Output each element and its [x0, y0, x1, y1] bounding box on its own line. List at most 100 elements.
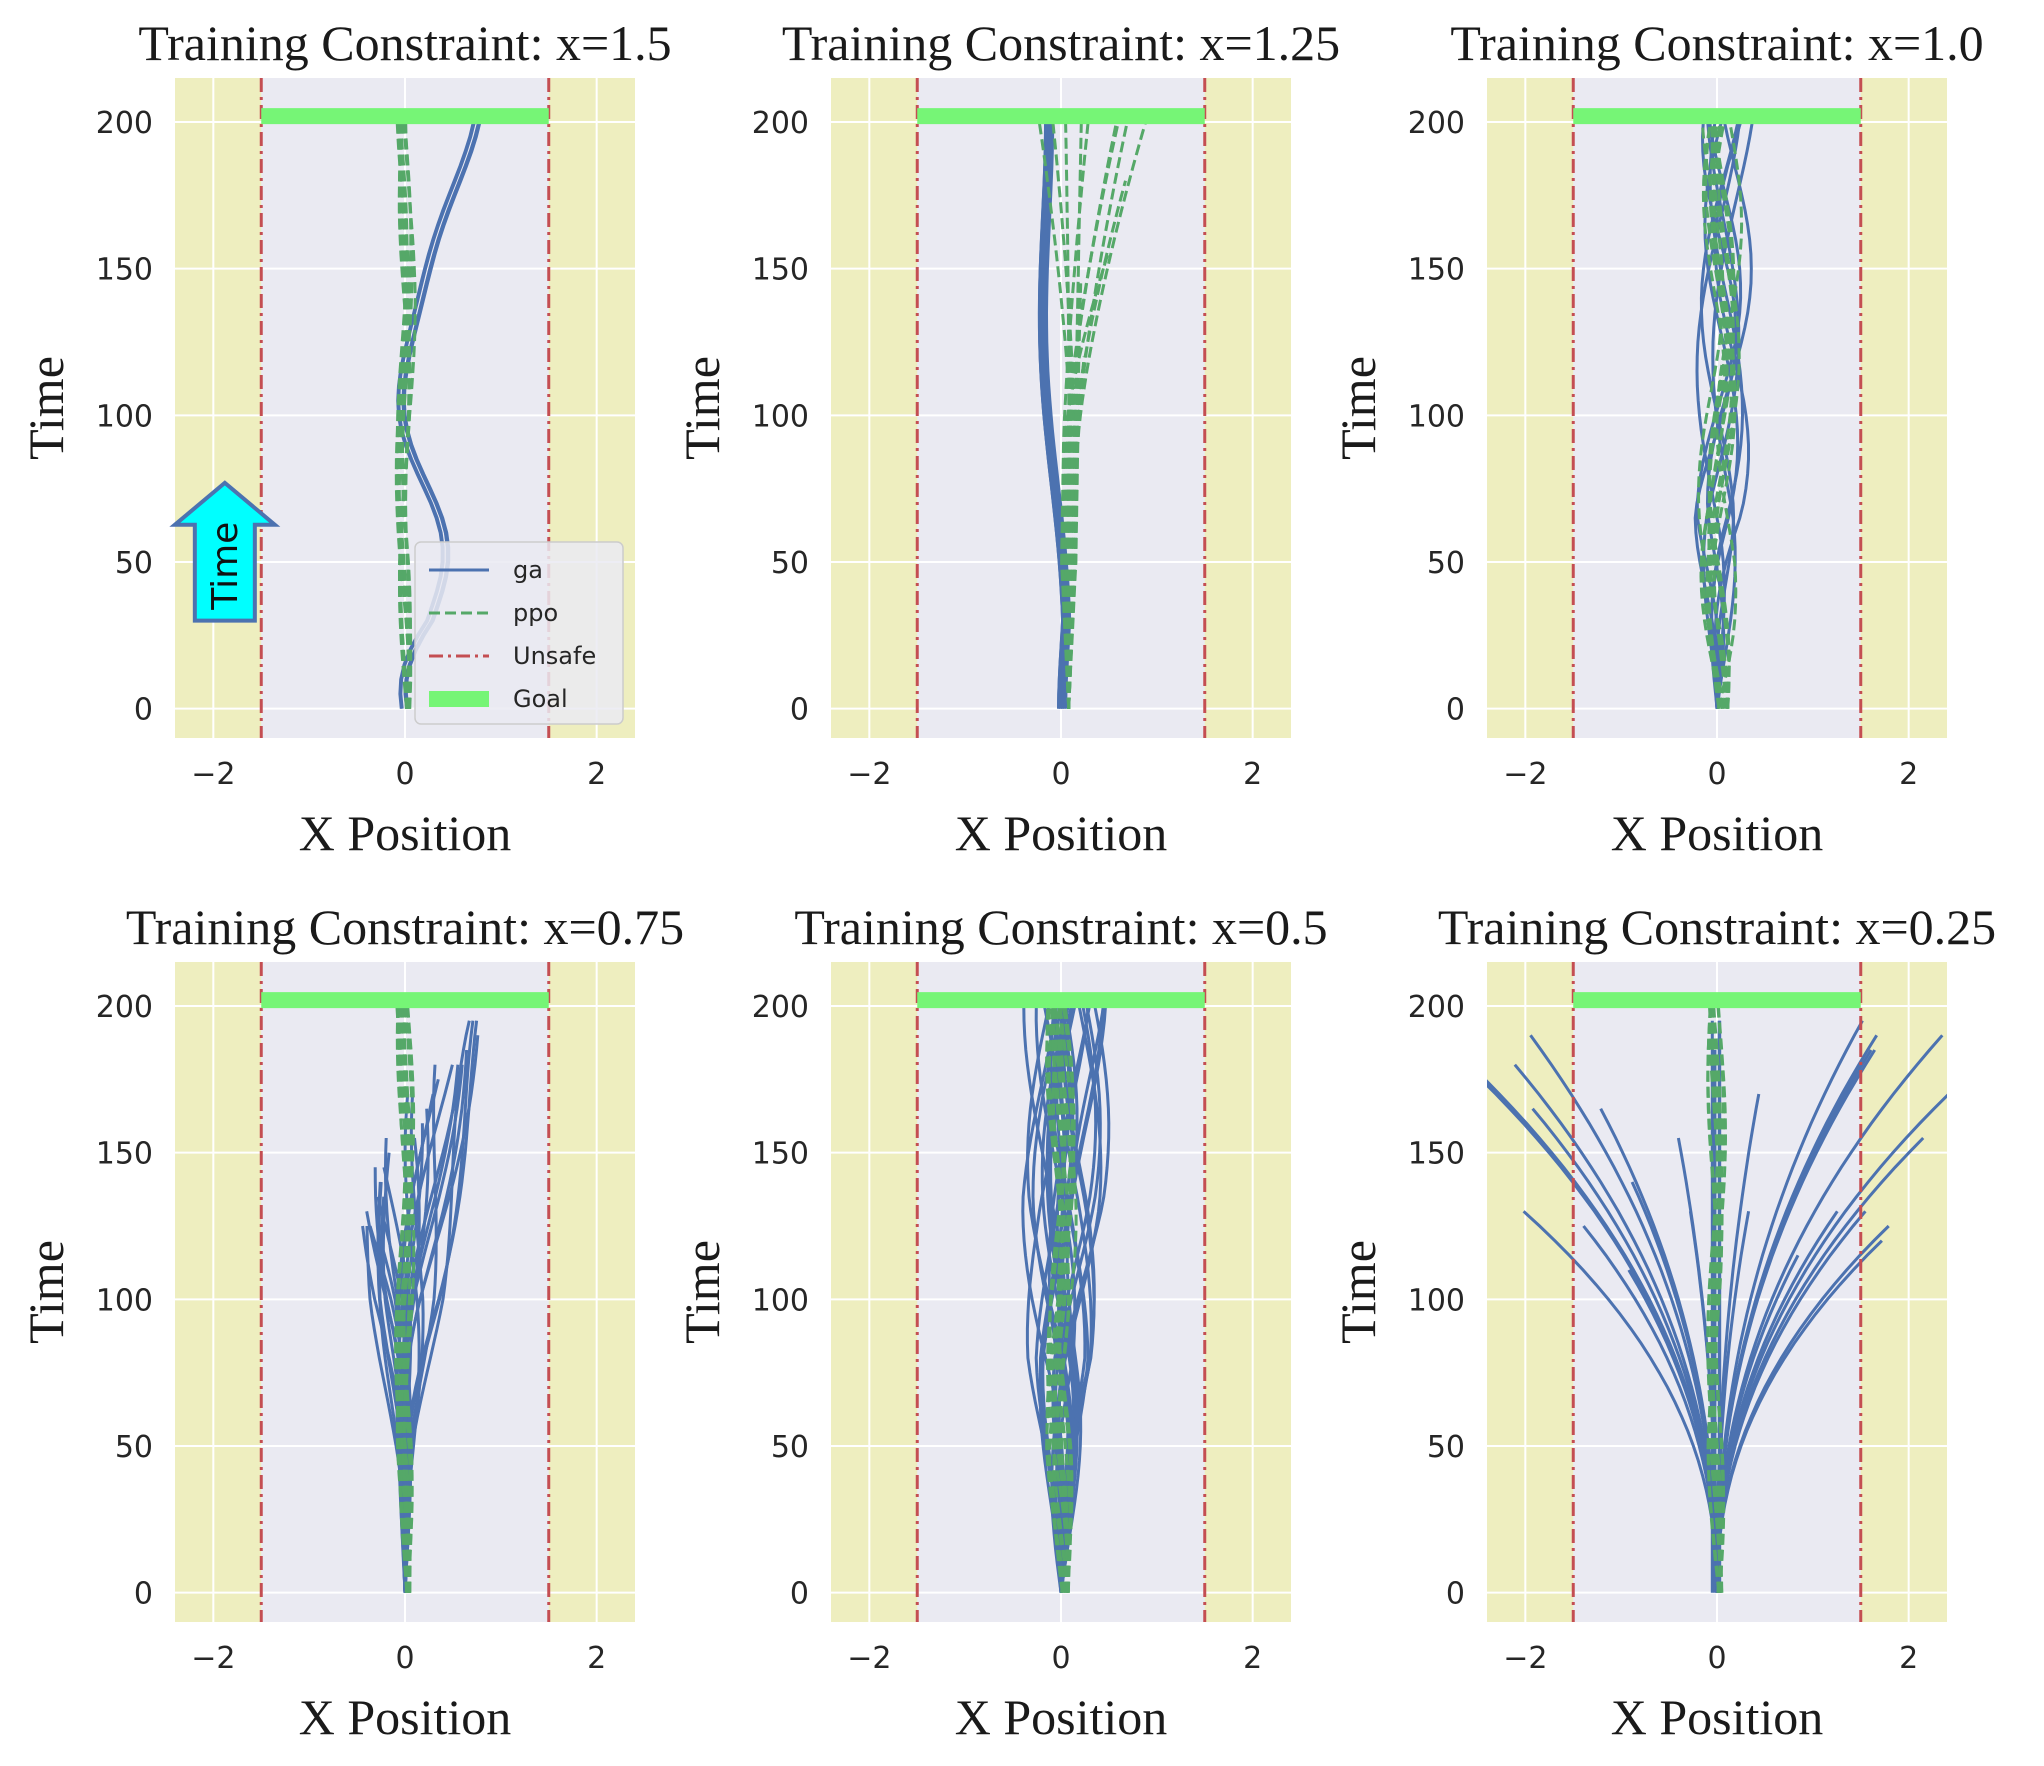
x-tick-label: 0	[395, 757, 414, 792]
subplot-4: −2 0 2 0 50 100 150 200 Training Constraint: x=0…	[18, 899, 684, 1745]
y-tick-label: 200	[96, 106, 153, 141]
x-tick-label: 2	[587, 1641, 606, 1676]
x-axis-label: X Position	[299, 805, 512, 861]
y-tick-label: 50	[771, 546, 809, 581]
ga-trajectory	[1708, 121, 1745, 709]
x-tick-label: −2	[847, 1641, 891, 1676]
y-tick-label: 50	[1427, 546, 1465, 581]
subplot-title: Training Constraint: x=0.25	[1438, 899, 1996, 955]
y-tick-label: 200	[1408, 990, 1465, 1025]
y-tick-label: 100	[1408, 399, 1465, 434]
y-tick-label: 50	[1427, 1430, 1465, 1465]
x-axis-label: X Position	[955, 805, 1168, 861]
y-tick-label: 150	[1408, 1137, 1465, 1172]
ppo-trajectory	[398, 1005, 412, 1593]
y-tick-label: 50	[115, 546, 153, 581]
x-tick-label: 0	[1051, 1641, 1070, 1676]
plot-area	[259, 78, 551, 738]
ppo-trajectory	[1712, 1005, 1725, 1593]
series-ppo	[1706, 1005, 1728, 1593]
y-tick-label: 200	[1408, 106, 1465, 141]
y-tick-label: 0	[134, 693, 153, 728]
plot-area	[1487, 962, 1947, 1622]
y-tick-label: 150	[96, 253, 153, 288]
series-ppo	[394, 1005, 416, 1593]
y-tick-label: 100	[752, 1283, 809, 1318]
y-axis-label: Time	[674, 356, 730, 460]
x-axis-label: X Position	[1611, 805, 1824, 861]
ppo-trajectory	[396, 1005, 411, 1593]
x-tick-label: −2	[191, 757, 235, 792]
subplot-title: Training Constraint: x=1.0	[1450, 15, 1983, 71]
subplot-title: Training Constraint: x=0.75	[126, 899, 684, 955]
y-axis-label: Time	[18, 1240, 74, 1344]
ppo-trajectory	[1051, 1005, 1071, 1593]
y-tick-label: 150	[752, 1137, 809, 1172]
ga-trajectory	[1529, 1034, 1719, 1593]
x-axis-label: X Position	[955, 1689, 1168, 1745]
x-tick-label: 0	[1707, 757, 1726, 792]
y-tick-label: 0	[1446, 693, 1465, 728]
legend-label-ppo: ppo	[513, 599, 558, 627]
y-tick-label: 200	[96, 990, 153, 1025]
ppo-trajectory	[1707, 121, 1736, 709]
y-tick-label: 150	[752, 253, 809, 288]
ppo-trajectory	[1701, 121, 1729, 709]
legend-label-goal: Goal	[513, 685, 568, 713]
x-axis-label: X Position	[1611, 1689, 1824, 1745]
subplot-title: Training Constraint: x=1.5	[138, 15, 671, 71]
y-axis-label: Time	[1330, 356, 1386, 460]
series-ppo	[394, 121, 417, 709]
y-tick-label: 100	[752, 399, 809, 434]
legend-label-ga: ga	[513, 556, 543, 584]
y-tick-label: 100	[1408, 1283, 1465, 1318]
x-tick-label: 2	[587, 757, 606, 792]
ppo-trajectory	[400, 121, 414, 709]
y-tick-label: 0	[134, 1577, 153, 1612]
ppo-trajectory	[1705, 121, 1734, 709]
y-tick-label: 200	[752, 990, 809, 1025]
subplot-3: −2 0 2 0 50 100 150 200 Training Constraint: x=1…	[1330, 15, 1984, 861]
plot-area	[915, 962, 1207, 1622]
x-tick-label: 2	[1899, 1641, 1918, 1676]
x-tick-label: 0	[1051, 757, 1070, 792]
legend: ga ppo Unsafe Goal	[414, 541, 624, 725]
subplot-2: −2 0 2 0 50 100 150 200 Training Constraint: x=1…	[674, 15, 1340, 861]
ppo-trajectory	[1045, 1005, 1070, 1593]
x-tick-label: 2	[1243, 757, 1262, 792]
y-tick-label: 200	[752, 106, 809, 141]
y-axis-label: Time	[1330, 1240, 1386, 1344]
subplot-1: −2 0 2 0 50 100 150 200 Training Constraint: x=1…	[18, 15, 672, 861]
y-tick-label: 150	[1408, 253, 1465, 288]
ga-trajectory	[1037, 121, 1065, 709]
ppo-trajectory	[1065, 385, 1076, 709]
x-tick-label: −2	[847, 757, 891, 792]
time-arrow: Time	[169, 480, 281, 623]
time-arrow-label: Time	[205, 522, 246, 611]
legend-box	[414, 541, 624, 725]
ppo-trajectory	[1060, 253, 1110, 709]
y-tick-label: 150	[96, 1137, 153, 1172]
y-tick-label: 100	[96, 1283, 153, 1318]
y-axis-label: Time	[18, 356, 74, 460]
ppo-trajectory	[1048, 1005, 1069, 1593]
ppo-trajectory	[1715, 121, 1744, 710]
legend-label-unsafe: Unsafe	[513, 642, 596, 670]
x-tick-label: −2	[1503, 1641, 1547, 1676]
y-tick-label: 0	[1446, 1577, 1465, 1612]
subplot-6: −2 0 2 0 50 100 150 200 Training Constraint: x=0…	[1330, 899, 1996, 1745]
ppo-trajectory	[1709, 1005, 1723, 1593]
series-ppo	[1037, 121, 1148, 709]
x-tick-label: −2	[1503, 757, 1547, 792]
subplot-title: Training Constraint: x=0.5	[794, 899, 1327, 955]
subplot-5: −2 0 2 0 50 100 150 200 Training Constraint: x=0…	[674, 899, 1328, 1745]
plot-area	[259, 962, 551, 1622]
x-tick-label: 2	[1899, 757, 1918, 792]
plot-area	[1571, 78, 1863, 738]
x-tick-label: −2	[191, 1641, 235, 1676]
ppo-trajectory	[1712, 121, 1741, 709]
x-tick-label: 0	[1707, 1641, 1726, 1676]
up-arrow-icon	[169, 480, 281, 623]
plot-area	[915, 78, 1207, 738]
ga-trajectory	[1715, 1211, 1751, 1593]
